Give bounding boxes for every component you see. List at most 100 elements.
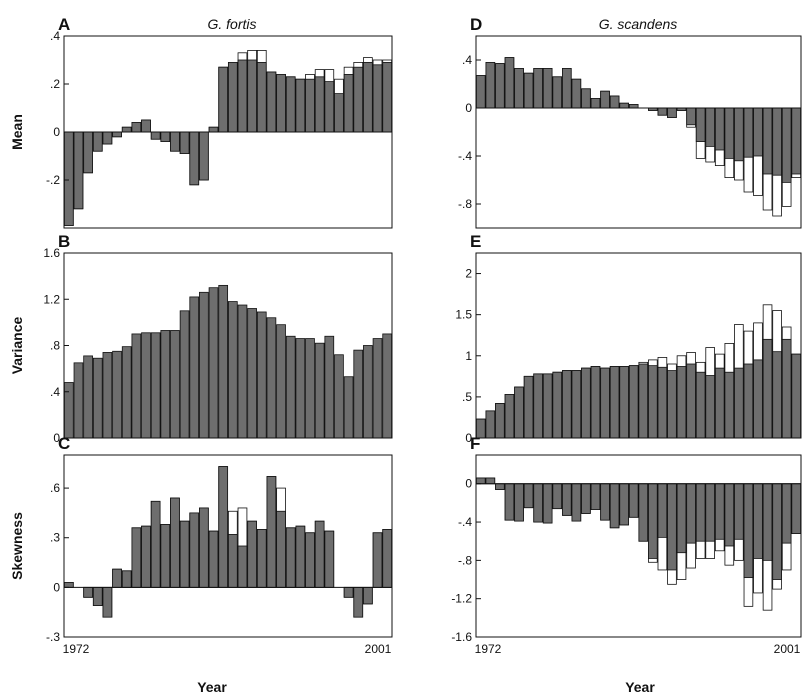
y-tick-label: -1.6 — [451, 630, 472, 644]
panel-e: E 0 .5 1 1.5 2 — [455, 232, 802, 445]
y-tick-label: .2 — [50, 77, 60, 91]
filled-series-bar — [495, 63, 505, 109]
filled-series-bar — [247, 520, 257, 588]
filled-series-bar — [724, 483, 735, 547]
filled-series-bar — [628, 365, 639, 439]
filled-series-bar — [542, 483, 553, 524]
filled-series-bar — [314, 342, 325, 439]
filled-series-bar — [762, 338, 773, 439]
filled-series-bar — [753, 107, 763, 157]
filled-series-bar — [121, 570, 132, 588]
filled-series-bar — [131, 122, 142, 133]
filled-series-bar — [533, 68, 543, 109]
filled-series-bar — [485, 477, 496, 485]
filled-series-bar — [295, 338, 306, 439]
filled-series-bar — [791, 483, 802, 534]
filled-series-bar — [475, 75, 486, 109]
filled-series-bar — [734, 367, 744, 439]
filled-series-bar — [334, 93, 344, 133]
panel-letter-b: B — [58, 232, 70, 251]
y-tick-label: -.8 — [458, 197, 472, 211]
y-tick-label: -.8 — [458, 553, 472, 567]
filled-series-bar — [523, 72, 534, 109]
filled-series-bar — [141, 119, 151, 133]
filled-series-bar — [285, 76, 296, 133]
filled-series-bar — [695, 107, 706, 142]
filled-series-bar — [571, 370, 582, 439]
filled-series-bar — [150, 332, 161, 439]
filled-series-bar — [343, 376, 354, 439]
filled-series-bar — [382, 529, 393, 588]
filled-series-bar — [562, 68, 572, 109]
y-tick-label: 0 — [465, 431, 472, 445]
filled-series-bar — [523, 483, 534, 509]
y-tick-label: .4 — [462, 53, 472, 67]
filled-series-bar — [314, 76, 325, 133]
filled-series-bar — [92, 357, 103, 439]
filled-series-bar — [514, 483, 524, 522]
filled-series-bar — [571, 78, 582, 109]
y-tick-label: 0 — [53, 580, 60, 594]
filled-series-bar — [475, 477, 486, 485]
filled-series-bar — [648, 365, 658, 439]
filled-series-bar — [112, 131, 122, 138]
filled-series-bar — [189, 512, 200, 588]
filled-series-bar — [762, 107, 773, 175]
filled-series-bar — [753, 483, 763, 559]
filled-series-bar — [256, 311, 267, 439]
filled-series-bar — [676, 366, 687, 439]
filled-series-bar — [199, 291, 209, 439]
y-tick-label: 2 — [465, 267, 472, 281]
filled-series-bar — [743, 483, 754, 579]
x-tick-label-start: 1972 — [63, 642, 90, 656]
plot-frame — [63, 454, 393, 638]
filled-series-bar — [160, 330, 171, 439]
y-tick-label: 1.5 — [455, 308, 472, 322]
filled-series-bar — [382, 333, 393, 439]
filled-series-bar — [781, 338, 792, 439]
filled-series-bar — [533, 373, 543, 439]
filled-series-bar — [504, 483, 515, 521]
filled-series-bar — [791, 353, 802, 439]
filled-series-bar — [276, 510, 286, 588]
filled-series-bar — [772, 351, 782, 439]
y-tick-label: -.4 — [458, 515, 472, 529]
filled-series-bar — [648, 483, 658, 559]
filled-series-bar — [73, 362, 84, 439]
x-tick-label-end: 2001 — [774, 642, 801, 656]
filled-series-bar — [753, 359, 763, 439]
filled-series-bar — [295, 78, 306, 133]
filled-series-bar — [705, 483, 715, 542]
filled-series-bar — [600, 90, 610, 109]
filled-series-bar — [218, 66, 229, 133]
filled-series-bar — [514, 386, 524, 439]
filled-series-bar — [314, 520, 325, 588]
filled-series-bar — [189, 296, 200, 439]
filled-series-bar — [170, 330, 180, 439]
filled-series-bar — [276, 74, 286, 133]
filled-series-bar — [83, 131, 93, 174]
filled-series-bar — [762, 483, 773, 561]
filled-series-bar — [695, 483, 706, 542]
filled-series-bar — [523, 375, 534, 439]
filled-series-bar — [533, 483, 543, 523]
y-axis-title-b: Variance — [9, 316, 25, 374]
plot-frame — [475, 454, 802, 638]
filled-series-bar — [781, 483, 792, 544]
filled-series-bar — [695, 371, 706, 439]
y-tick-label: 0 — [465, 477, 472, 491]
filled-series-bar — [63, 382, 74, 439]
filled-series-bar — [295, 525, 306, 588]
filled-series-bar — [628, 483, 639, 518]
y-tick-label: 0 — [53, 125, 60, 139]
filled-series-bar — [619, 102, 629, 109]
filled-series-bar — [92, 131, 103, 152]
filled-series-bar — [734, 483, 744, 540]
filled-series-bar — [705, 375, 715, 439]
x-axis-title-left: Year — [197, 679, 227, 695]
filled-series-bar — [724, 107, 735, 159]
filled-series-bar — [305, 338, 315, 439]
filled-series-bar — [686, 107, 696, 126]
filled-series-bar — [562, 483, 572, 516]
filled-series-bar — [552, 76, 563, 109]
